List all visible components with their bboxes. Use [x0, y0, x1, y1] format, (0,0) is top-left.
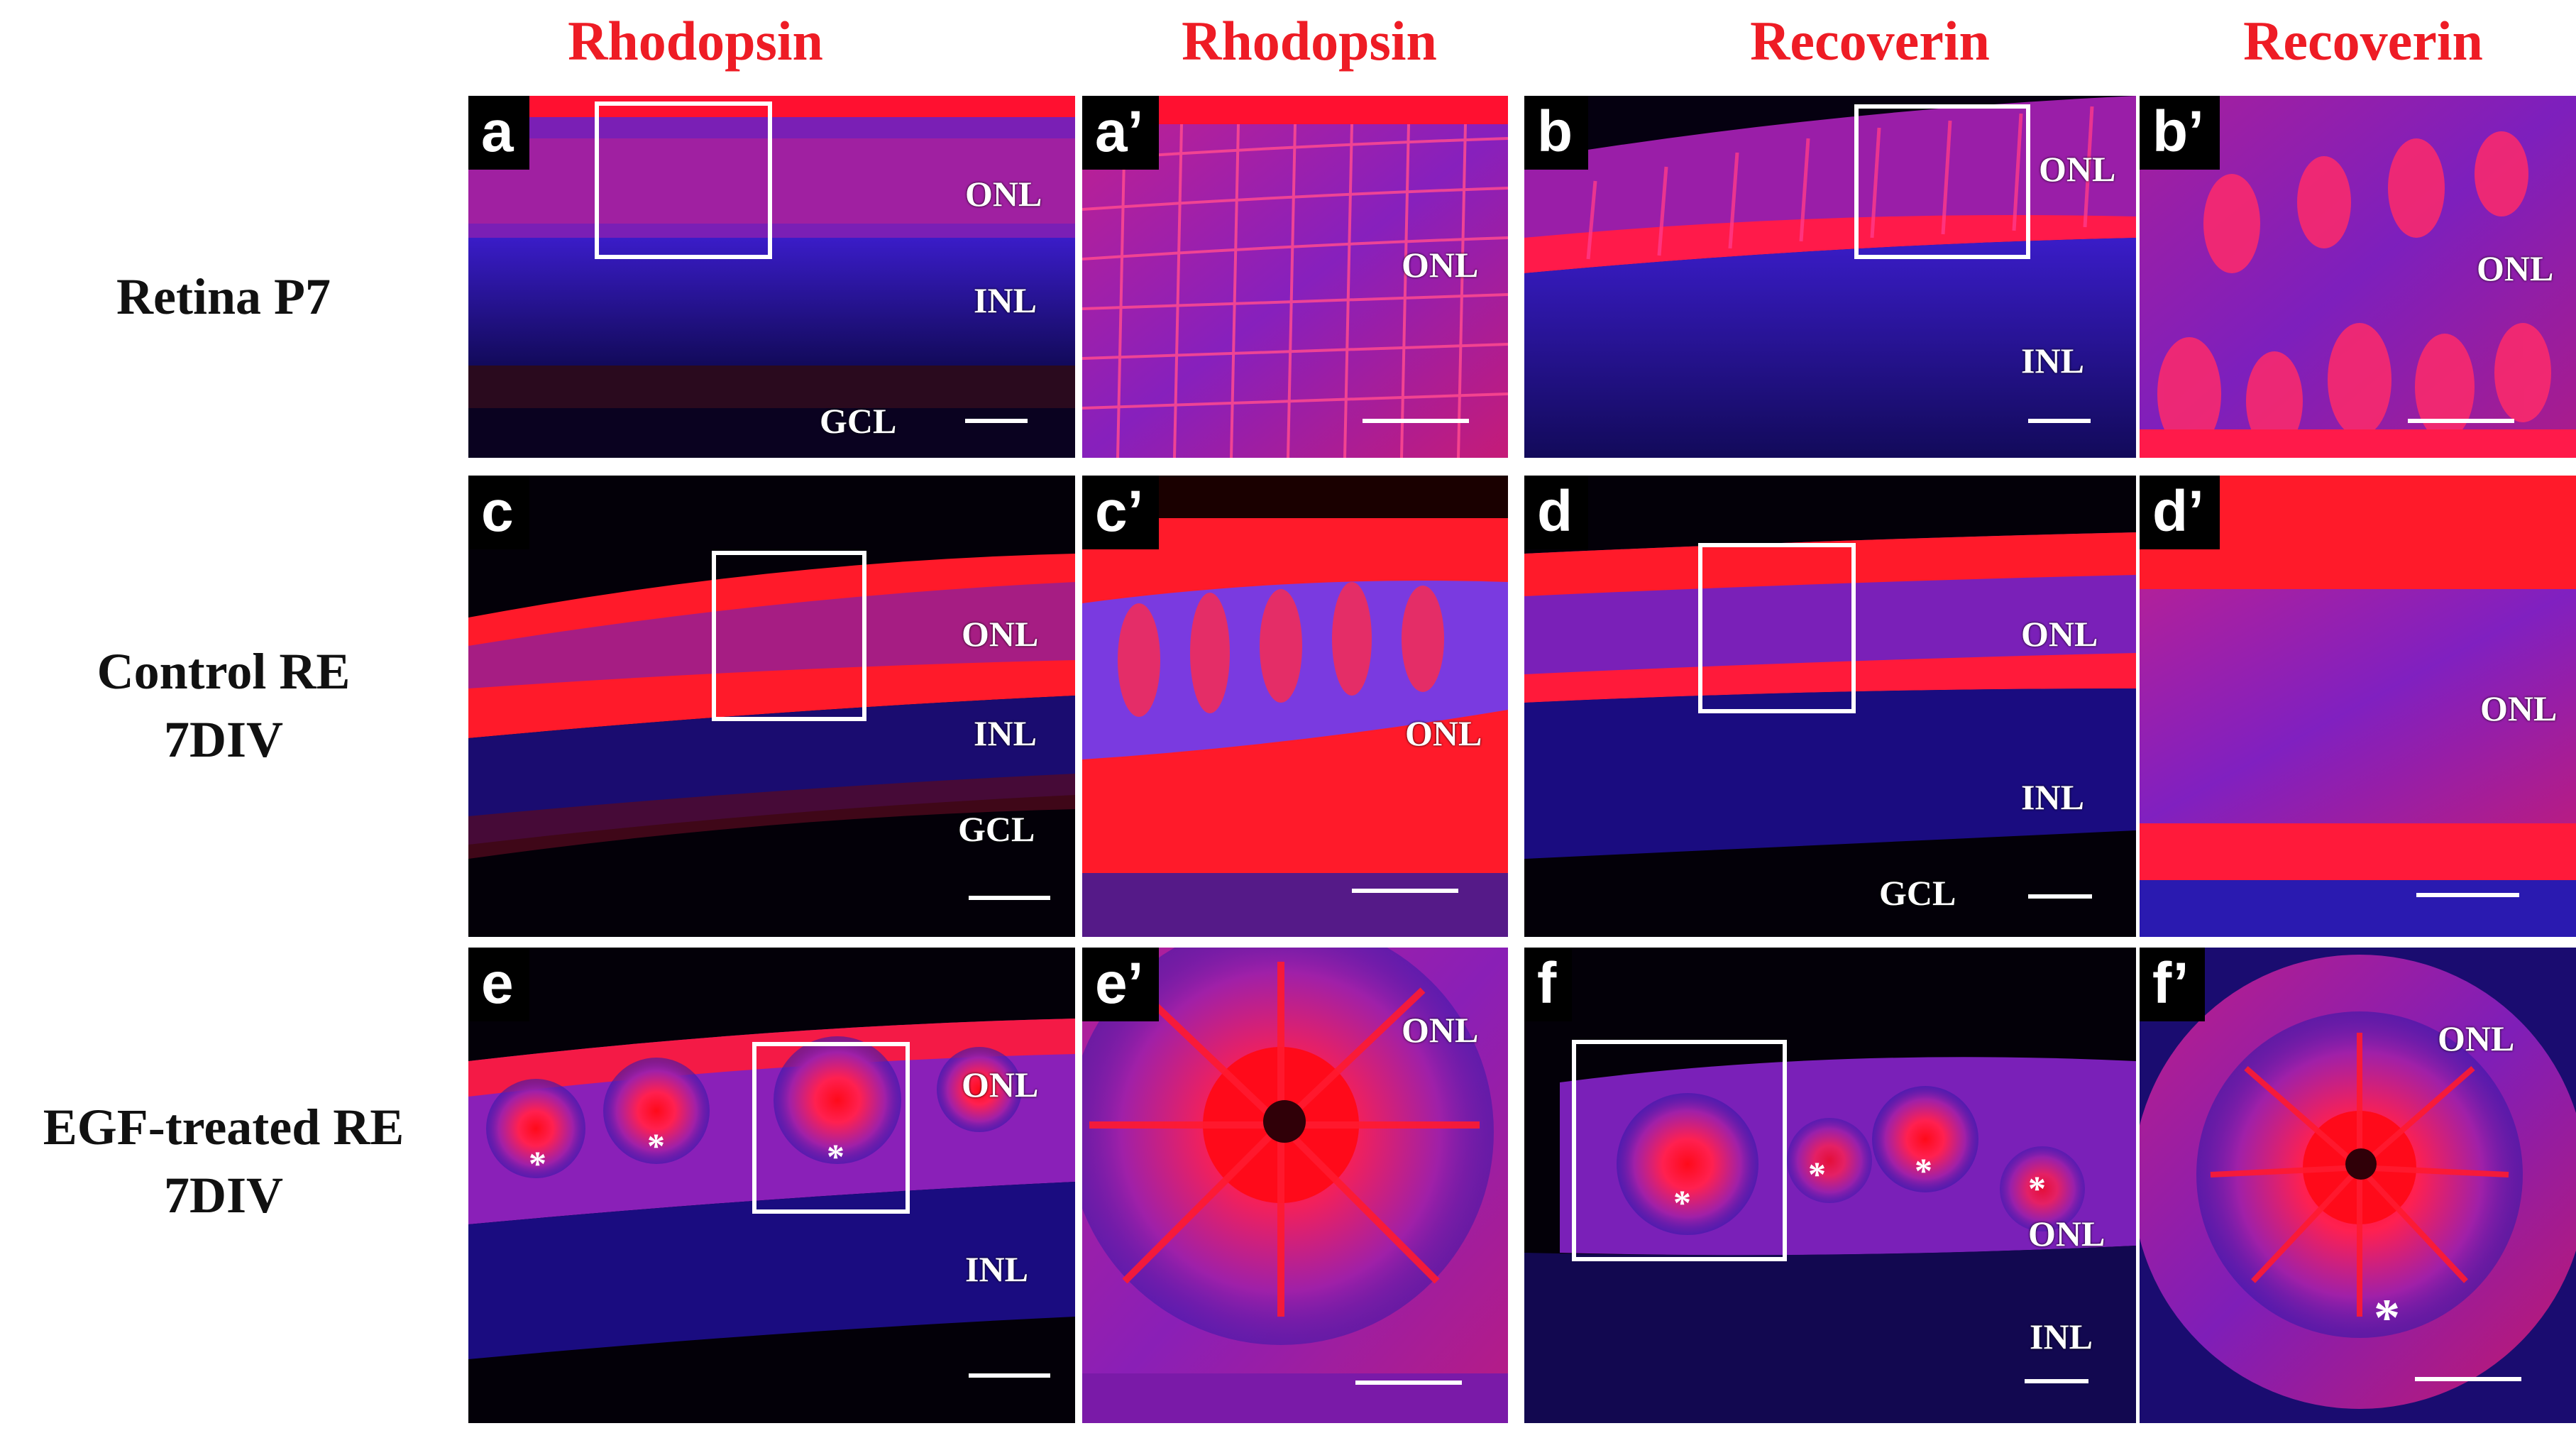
- panel-label: e: [468, 948, 529, 1021]
- column-header-recoverin-zoom: Recoverin: [2243, 10, 2483, 72]
- inset-box: [712, 551, 866, 721]
- row-label-egf: EGF-treated RE 7DIV: [0, 1093, 447, 1229]
- row-label-control: Control RE 7DIV: [0, 637, 447, 774]
- layer-label-onl: ONL: [2039, 149, 2116, 189]
- scale-bar: [965, 419, 1028, 423]
- layer-label-onl: ONL: [965, 174, 1042, 214]
- scale-bar: [2408, 419, 2514, 423]
- layer-label-inl: INL: [974, 280, 1037, 320]
- panel-label: b: [1524, 96, 1589, 170]
- layer-label-gcl: GCL: [1879, 873, 1956, 913]
- panel-label: c’: [1082, 476, 1160, 549]
- layer-label-onl: ONL: [2028, 1214, 2106, 1253]
- panel-a-prime: a’ ONL: [1082, 96, 1508, 458]
- panel-label: b’: [2140, 96, 2220, 170]
- panel-label: e’: [1082, 948, 1160, 1021]
- scale-bar: [2416, 893, 2519, 897]
- layer-label-onl: ONL: [2480, 688, 2558, 728]
- layer-label-onl: ONL: [2438, 1019, 2515, 1058]
- row-label-line: Control RE: [97, 643, 351, 700]
- inset-box: [1572, 1040, 1787, 1261]
- panel-e: e * * * ONL INL: [468, 948, 1075, 1423]
- layer-label-onl: ONL: [1405, 713, 1482, 753]
- column-header-rhodopsin-zoom: Rhodopsin: [1182, 10, 1437, 72]
- panel-b-prime: b’ ONL: [2140, 96, 2576, 458]
- panel-a: a ONL INL GCL: [468, 96, 1075, 458]
- panel-d: d ONL INL GCL: [1524, 476, 2136, 937]
- panel-c-prime: c’ ONL: [1082, 476, 1508, 937]
- scale-bar: [1355, 1381, 1462, 1385]
- rosette-asterisk: *: [647, 1126, 665, 1165]
- scale-bar: [2028, 894, 2092, 899]
- scale-bar: [969, 1373, 1050, 1378]
- layer-label-inl: INL: [965, 1249, 1028, 1289]
- panel-f: f * * * * ONL INL: [1524, 948, 2136, 1423]
- layer-label-gcl: GCL: [958, 809, 1035, 849]
- layer-label-onl: ONL: [1402, 245, 1479, 285]
- layer-label-onl: ONL: [2021, 614, 2098, 654]
- layer-label-onl: ONL: [1402, 1010, 1479, 1050]
- layer-label-onl: ONL: [962, 1065, 1039, 1104]
- panel-label: f: [1524, 948, 1573, 1021]
- panel-e-prime: e’ ONL: [1082, 948, 1508, 1423]
- rosette-asterisk: *: [827, 1136, 844, 1176]
- inset-box: [1698, 543, 1856, 713]
- layer-label-inl: INL: [2021, 341, 2084, 380]
- layer-label-inl: INL: [2021, 777, 2084, 817]
- rosette-asterisk: *: [2028, 1168, 2046, 1208]
- panel-label: a’: [1082, 96, 1160, 170]
- rosette-asterisk: *: [529, 1143, 546, 1183]
- panel-label: a: [468, 96, 529, 170]
- column-header-recoverin: Recoverin: [1750, 10, 1990, 72]
- inset-box: [752, 1042, 910, 1214]
- inset-box: [595, 101, 772, 259]
- panel-b: b ONL INL: [1524, 96, 2136, 458]
- rosette-asterisk: *: [1808, 1154, 1826, 1194]
- panel-label: d: [1524, 476, 1589, 549]
- row-label-line: 7DIV: [163, 711, 283, 768]
- inset-box: [1854, 104, 2030, 259]
- rosette-asterisk: *: [1673, 1182, 1691, 1222]
- panel-label: f’: [2140, 948, 2205, 1021]
- layer-label-inl: INL: [2030, 1317, 2093, 1356]
- scale-bar: [969, 896, 1050, 900]
- scale-bar: [1363, 419, 1469, 423]
- rosette-asterisk: *: [1915, 1151, 1932, 1190]
- layer-label-onl: ONL: [2477, 248, 2554, 288]
- row-label-line: Retina P7: [116, 268, 331, 325]
- scale-bar: [2415, 1377, 2521, 1381]
- row-label-line: 7DIV: [163, 1167, 283, 1224]
- scale-bar: [2028, 419, 2091, 423]
- panel-label: d’: [2140, 476, 2220, 549]
- layer-label-gcl: GCL: [820, 401, 897, 441]
- row-label-line: EGF-treated RE: [43, 1099, 404, 1156]
- layer-label-onl: ONL: [962, 614, 1039, 654]
- panel-label: c: [468, 476, 529, 549]
- row-label-retina-p7: Retina P7: [0, 263, 447, 331]
- rosette-asterisk: *: [2374, 1289, 2400, 1347]
- column-header-rhodopsin: Rhodopsin: [568, 10, 823, 72]
- scale-bar: [2025, 1379, 2088, 1383]
- scale-bar: [1352, 889, 1458, 893]
- layer-label-inl: INL: [974, 713, 1037, 753]
- panel-c: c ONL INL GCL: [468, 476, 1075, 937]
- panel-d-prime: d’ ONL: [2140, 476, 2576, 937]
- panel-f-prime: f’ * ONL: [2140, 948, 2576, 1423]
